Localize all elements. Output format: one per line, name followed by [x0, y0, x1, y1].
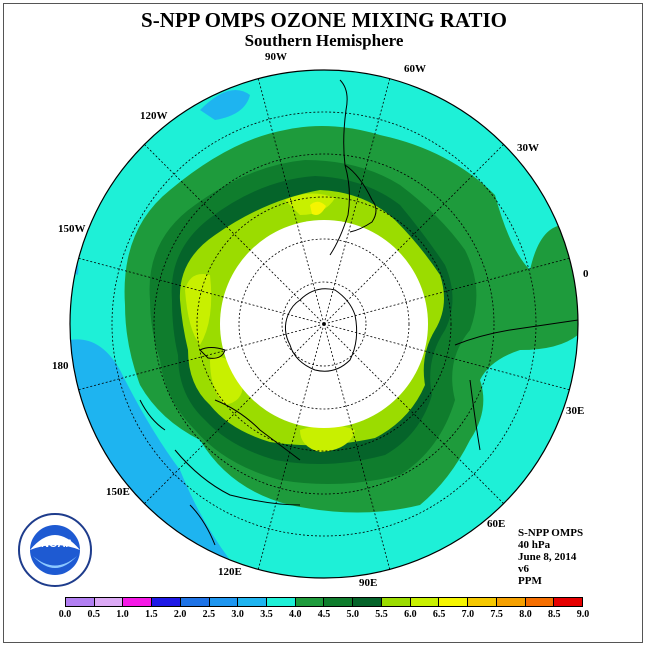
colorbar-tick-label: 8.5	[547, 609, 561, 620]
colorbar-tick-label: 2.0	[173, 609, 187, 620]
label-30e: 30E	[566, 405, 585, 417]
colorbar-tick-label: 6.5	[432, 609, 446, 620]
colorbar-swatch	[554, 598, 582, 606]
colorbar-tick-label: 4.5	[317, 609, 331, 620]
africa-coast	[454, 319, 579, 451]
info-units: PPM	[518, 575, 542, 587]
colorbar-swatch	[381, 598, 411, 606]
label-0: 0	[583, 268, 589, 280]
info-version: v6	[518, 563, 529, 575]
colorbar-tick-label: 0.0	[58, 609, 72, 620]
label-60w: 60W	[404, 63, 426, 75]
colorbar	[65, 597, 583, 607]
graticule	[78, 78, 570, 570]
band-3-0-patch-nw	[200, 90, 250, 120]
noaa-logo-text: NOAA	[41, 538, 74, 550]
colorbar-swatch	[324, 598, 354, 606]
info-date: June 8, 2014	[518, 551, 577, 563]
colorbar-tick-label: 7.5	[490, 609, 503, 620]
south-america-coast	[329, 79, 377, 256]
map-boundary	[69, 69, 579, 579]
colorbar-swatch	[295, 598, 325, 606]
colorbar-swatch	[94, 598, 124, 606]
label-30w: 30W	[517, 142, 539, 154]
colorbar-tick-label: 0.5	[87, 609, 101, 620]
pacific-islands-coast	[139, 399, 216, 546]
south-pole-marker	[322, 322, 326, 326]
colorbar-swatch	[439, 598, 469, 606]
colorbar-tick-label: 1.5	[145, 609, 158, 620]
label-120e: 120E	[218, 566, 242, 578]
colorbar-tick-label: 9.0	[576, 609, 590, 620]
band-6-0-south	[300, 425, 355, 452]
colorbar-tick-label: 5.5	[375, 609, 388, 620]
colorbar-tick-label: 4.0	[288, 609, 302, 620]
image-frame	[3, 3, 643, 643]
colorbar-swatch	[209, 598, 239, 606]
map-subtitle: Southern Hemisphere	[244, 31, 404, 50]
info-level: 40 hPa	[518, 539, 551, 551]
colorbar-tick-label: 6.0	[404, 609, 417, 620]
label-150e: 150E	[106, 486, 130, 498]
noaa-logo	[18, 513, 92, 587]
colorbar-tick-label: 8.0	[519, 609, 532, 620]
colorbar-tick-label: 1.0	[116, 609, 129, 620]
colorbar-tick-label: 7.0	[461, 609, 475, 620]
colorbar-swatch	[525, 598, 555, 606]
colorbar-tick-label: 3.0	[231, 609, 244, 620]
label-120w: 120W	[140, 110, 168, 122]
colorbar-labels: 0.0 0.5 1.0 1.5 2.0 2.5 3.0 3.5 4.0 4.5 5.0 5.5 6.0 6…	[0, 609, 648, 623]
colorbar-swatch	[496, 598, 526, 606]
colorbar-swatch	[152, 598, 181, 606]
colorbar-swatch	[66, 598, 95, 606]
colorbar-tick-label: 3.5	[260, 609, 273, 620]
label-180: 180	[52, 360, 69, 372]
colorbar-tick-label: 2.5	[202, 609, 216, 620]
coastlines	[139, 79, 579, 546]
band-3-0-patch-w	[70, 250, 79, 275]
colorbar-swatch	[238, 598, 268, 606]
colorbar-tick-label: 5.0	[346, 609, 360, 620]
label-60e: 60E	[487, 518, 506, 530]
label-90w: 90W	[265, 51, 287, 63]
info-product: S-NPP OMPS	[518, 527, 584, 539]
colorbar-swatch	[123, 598, 153, 606]
colorbar-swatch	[180, 598, 210, 606]
label-90e: 90E	[359, 577, 378, 589]
label-150w: 150W	[58, 223, 86, 235]
map-title: S-NPP OMPS OZONE MIXING RATIO	[141, 8, 507, 32]
colorbar-swatch	[267, 598, 296, 606]
australia-nz-coast	[174, 347, 301, 506]
antarctica-coast	[284, 288, 358, 372]
band-6-5-north	[310, 201, 326, 215]
colorbar-swatch	[410, 598, 440, 606]
colorbar-swatch	[468, 598, 497, 606]
colorbar-swatch	[353, 598, 382, 606]
